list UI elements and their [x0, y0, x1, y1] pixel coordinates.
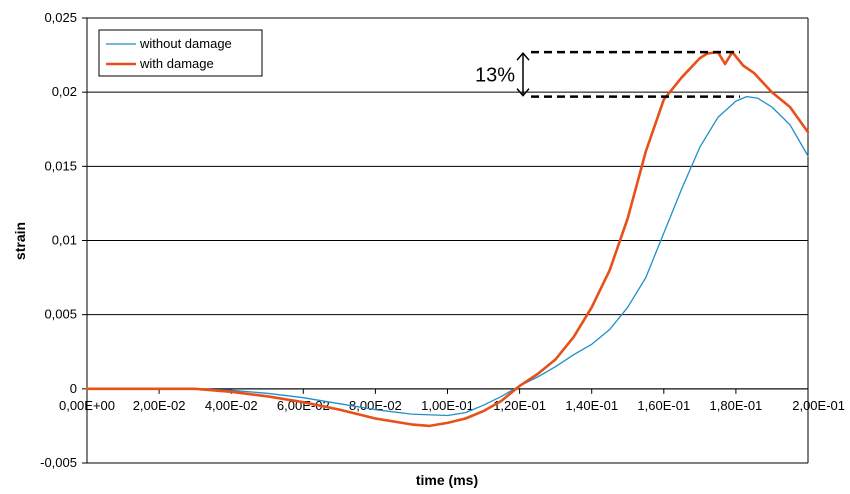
y-tick-label: 0,025	[44, 10, 77, 25]
x-tick-label: 1,40E-01	[565, 398, 618, 413]
tick-labels: -0,005 0 0,005 0,01 0,015 0,02 0,025 0,00E+00 2,…	[40, 10, 845, 470]
y-axis-title: strain	[12, 222, 28, 260]
x-tick-label: 8,00E-02	[349, 398, 402, 413]
annotation-label: 13%	[475, 64, 515, 86]
y-tick-label: -0,005	[40, 455, 77, 470]
x-tick-label: 0,00E+00	[59, 398, 115, 413]
x-tick-label: 6,00E-02	[277, 398, 330, 413]
legend-label-with-damage: with damage	[139, 56, 214, 71]
y-tick-label: 0	[70, 381, 77, 396]
y-tick-label: 0,015	[44, 158, 77, 173]
x-tick-label: 2,00E-02	[133, 398, 186, 413]
legend-box	[98, 29, 263, 77]
x-tick-label: 4,00E-02	[205, 398, 258, 413]
y-tick-label: 0,01	[52, 233, 77, 248]
y-tick-label: 0,005	[44, 307, 77, 322]
x-axis-title: time (ms)	[416, 472, 478, 488]
x-tick-label: 2,00E-01	[792, 398, 845, 413]
x-tick-label: 1,80E-01	[710, 398, 763, 413]
x-tick-label: 1,00E-01	[421, 398, 474, 413]
x-tick-label: 1,20E-01	[493, 398, 546, 413]
x-tick-label: 1,60E-01	[637, 398, 690, 413]
series-line-without-damage	[86, 95, 809, 417]
series-lines	[85, 50, 810, 428]
series-line-with-damage	[85, 50, 810, 428]
annotation-arrow-head-top	[516, 51, 530, 61]
legend: without damage with damage	[98, 29, 263, 77]
annotation-arrow-head-bottom	[516, 88, 530, 97]
legend-label-without-damage: without damage	[139, 36, 232, 51]
y-tick-label: 0,02	[52, 84, 77, 99]
annotation: 13%	[475, 50, 740, 98]
